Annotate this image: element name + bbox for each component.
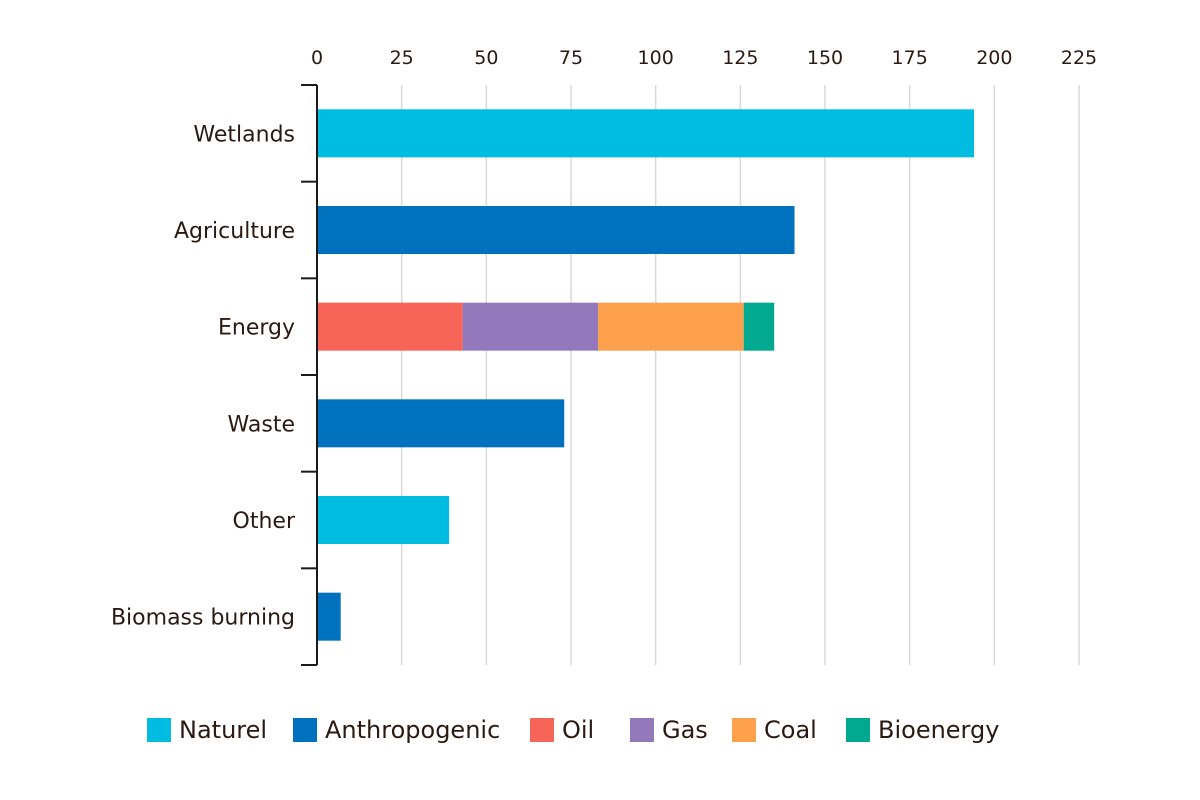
x-tick-label: 225 bbox=[1061, 47, 1097, 69]
category-label: Waste bbox=[228, 412, 295, 437]
category-label: Energy bbox=[218, 316, 295, 341]
bar-energy-gas bbox=[462, 302, 599, 351]
x-tick-label: 75 bbox=[559, 47, 583, 69]
x-axis-tick-labels: 0 25 50 75 100 125 150 175 200 225 bbox=[311, 47, 1097, 69]
legend-swatch bbox=[732, 718, 756, 742]
gridlines bbox=[400, 85, 1080, 665]
legend-swatch bbox=[147, 718, 171, 742]
legend-item-gas: Gas bbox=[630, 710, 708, 750]
legend-label: Gas bbox=[662, 716, 708, 744]
legend-item-naturel: Naturel bbox=[147, 710, 267, 750]
legend-label: Anthropogenic bbox=[325, 716, 501, 744]
bar-other-naturel bbox=[317, 496, 450, 544]
legend-label: Oil bbox=[562, 716, 595, 744]
x-tick-label: 50 bbox=[474, 47, 498, 69]
legend-swatch bbox=[846, 718, 870, 742]
category-labels: Wetlands Agriculture Energy Waste Other Bioma… bbox=[111, 122, 296, 630]
bar-energy-coal bbox=[598, 302, 744, 351]
x-tick-label: 200 bbox=[976, 47, 1012, 69]
legend-item-anthropogenic: Anthropogenic bbox=[293, 710, 500, 750]
legend-item-bioenergy: Bioenergy bbox=[846, 710, 999, 750]
legend-item-coal: Coal bbox=[732, 710, 817, 750]
x-tick-label: 125 bbox=[722, 47, 758, 69]
x-tick-label: 175 bbox=[892, 47, 928, 69]
x-tick-label: 100 bbox=[638, 47, 674, 69]
legend-swatch bbox=[530, 718, 554, 742]
legend-swatch bbox=[630, 718, 654, 742]
y-axis bbox=[301, 84, 318, 666]
x-tick-label: 150 bbox=[807, 47, 843, 69]
x-tick-label: 25 bbox=[390, 47, 414, 69]
legend-item-oil: Oil bbox=[530, 710, 594, 750]
category-label: Wetlands bbox=[193, 122, 295, 147]
category-label: Biomass burning bbox=[111, 606, 295, 631]
bar-wetlands-naturel bbox=[317, 109, 975, 158]
legend-swatch bbox=[293, 718, 317, 742]
legend-label: Naturel bbox=[179, 716, 268, 744]
bar-biomass-burning-anthropogenic bbox=[317, 592, 341, 641]
bar-energy-oil bbox=[317, 302, 463, 351]
category-label: Agriculture bbox=[174, 219, 295, 244]
legend-label: Coal bbox=[764, 716, 817, 744]
x-tick-label: 0 bbox=[311, 47, 323, 69]
bars bbox=[317, 109, 975, 641]
category-label: Other bbox=[233, 509, 296, 534]
bar-agriculture-anthropogenic bbox=[317, 206, 795, 254]
bar-waste-anthropogenic bbox=[317, 399, 565, 448]
bar-energy-bioenergy bbox=[743, 302, 775, 351]
legend: Naturel Anthropogenic Oil Gas Coal Bioenergy bbox=[0, 710, 1200, 750]
legend-label: Bioenergy bbox=[878, 716, 1000, 744]
